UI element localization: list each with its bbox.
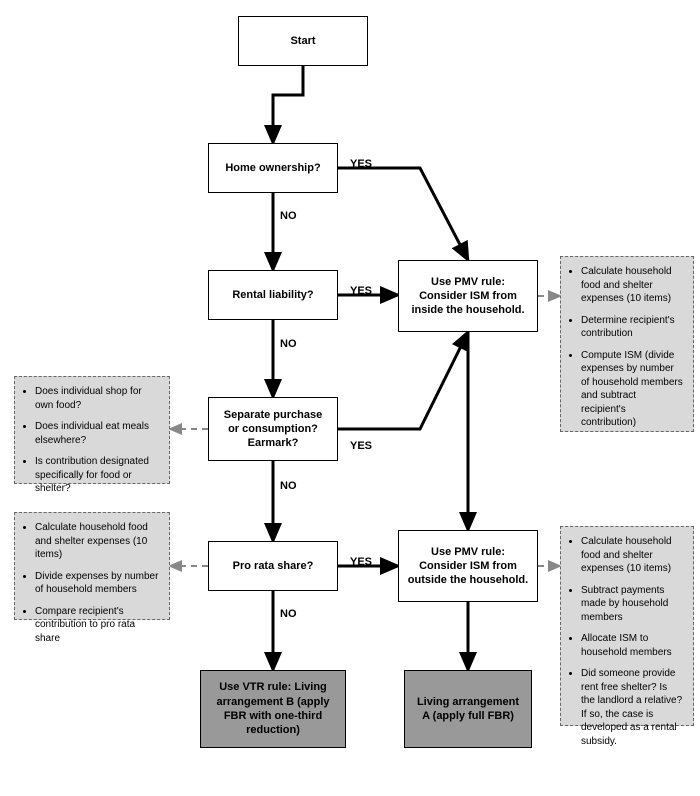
pmv-inside-label: Use PMV rule: Consider ISM from inside t… [407, 275, 529, 318]
list-item: Calculate household food and shelter exp… [35, 521, 159, 562]
list-item: Did someone provide rent free shelter? I… [581, 667, 683, 748]
pmv-outside-label: Use PMV rule: Consider ISM from outside … [407, 545, 529, 588]
separate-purchase-node: Separate purchase or consumption? Earmar… [208, 397, 338, 461]
edge-label-rental-yes: YES [350, 285, 372, 297]
list-item: Compute ISM (divide expenses by number o… [581, 349, 683, 430]
note-separate-questions: Does individual shop for own food? Does … [14, 376, 170, 484]
prorata-label: Pro rata share? [233, 559, 314, 573]
edge-label-sep-no: NO [280, 480, 297, 492]
pro-rata-node: Pro rata share? [208, 541, 338, 591]
edge-label-home-no: NO [280, 210, 297, 222]
list-item: Does individual eat meals elsewhere? [35, 420, 159, 447]
note-sep-list: Does individual shop for own food? Does … [21, 385, 159, 496]
list-item: Determine recipient's contribution [581, 314, 683, 341]
edge-label-home-yes: YES [350, 158, 372, 170]
list-item: Compare recipient's contribution to pro … [35, 605, 159, 646]
separate-label: Separate purchase or consumption? Earmar… [217, 408, 329, 451]
rental-liability-node: Rental liability? [208, 270, 338, 320]
home-ownership-node: Home ownership? [208, 143, 338, 193]
list-item: Allocate ISM to household members [581, 632, 683, 659]
start-label: Start [290, 34, 315, 48]
note-pmv-in-list: Calculate household food and shelter exp… [567, 265, 683, 430]
note-pro-rata-steps: Calculate household food and shelter exp… [14, 512, 170, 620]
note-pro-list: Calculate household food and shelter exp… [21, 521, 159, 645]
edge-label-pro-no: NO [280, 608, 297, 620]
note-pmv-inside-steps: Calculate household food and shelter exp… [560, 256, 694, 432]
vtr-label: Use VTR rule: Living arrangement B (appl… [209, 680, 337, 737]
rental-label: Rental liability? [232, 288, 313, 302]
pmv-inside-node: Use PMV rule: Consider ISM from inside t… [398, 260, 538, 332]
vtr-terminal-node: Use VTR rule: Living arrangement B (appl… [200, 670, 346, 748]
edge-label-pro-yes: YES [350, 556, 372, 568]
home-label: Home ownership? [225, 161, 320, 175]
note-pmv-outside-steps: Calculate household food and shelter exp… [560, 526, 694, 726]
edge-label-rental-no: NO [280, 338, 297, 350]
arr-a-label: Living arrangement A (apply full FBR) [413, 695, 523, 724]
start-node: Start [238, 16, 368, 66]
list-item: Divide expenses by number of household m… [35, 570, 159, 597]
list-item: Calculate household food and shelter exp… [581, 265, 683, 306]
list-item: Is contribution designated specifically … [35, 455, 159, 496]
list-item: Calculate household food and shelter exp… [581, 535, 683, 576]
edge-label-sep-yes: YES [350, 440, 372, 452]
note-pmv-out-list: Calculate household food and shelter exp… [567, 535, 683, 748]
list-item: Does individual shop for own food? [35, 385, 159, 412]
list-item: Subtract payments made by household memb… [581, 584, 683, 625]
pmv-outside-node: Use PMV rule: Consider ISM from outside … [398, 530, 538, 602]
arrangement-a-terminal-node: Living arrangement A (apply full FBR) [404, 670, 532, 748]
